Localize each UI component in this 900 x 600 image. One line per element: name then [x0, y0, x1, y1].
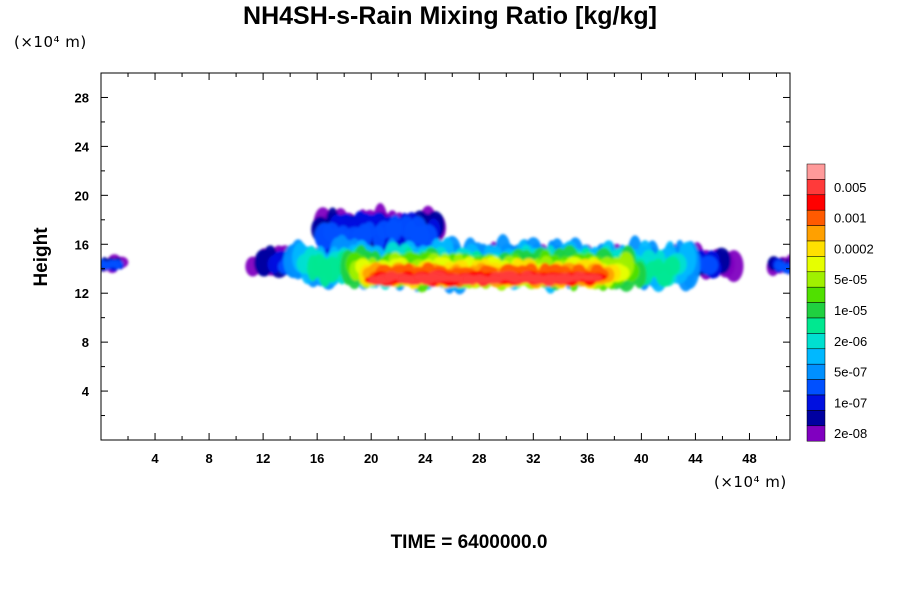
field-cell — [556, 273, 574, 284]
x-tick-label: 36 — [580, 451, 594, 466]
colorbar-swatch — [806, 379, 826, 396]
colorbar-label: 0.001 — [834, 211, 867, 226]
colorbar-swatch — [806, 333, 826, 350]
colorbar-swatch — [806, 425, 826, 442]
colorbar-swatch — [806, 179, 826, 196]
plot-frame — [100, 72, 791, 441]
colorbar-label: 1e-07 — [834, 395, 867, 410]
y-tick-label: 4 — [82, 384, 90, 399]
field-cell — [583, 273, 603, 281]
colorbar-swatch — [806, 225, 826, 242]
colorbar-swatch — [806, 394, 826, 411]
x-tick-label: 32 — [526, 451, 540, 466]
colorbar-swatch — [806, 256, 826, 273]
colorbar-swatch — [806, 286, 826, 303]
y-axis-unit: (×10⁴ m) — [14, 33, 87, 51]
time-label: TIME = 6400000.0 — [390, 532, 548, 553]
y-tick-label: 8 — [82, 335, 89, 350]
colorbar-swatch — [806, 410, 826, 427]
y-tick-label: 20 — [75, 188, 89, 203]
mixing-ratio-field — [101, 203, 790, 295]
field-cell — [663, 255, 681, 276]
field-cell — [617, 266, 630, 281]
x-tick-label: 48 — [742, 451, 756, 466]
field-cell — [781, 263, 790, 274]
chart-title: NH4SH-s-Rain Mixing Ratio [kg/kg] — [243, 2, 657, 30]
y-tick-label: 28 — [75, 90, 89, 105]
colorbar-label: 5e-07 — [834, 365, 867, 380]
y-axis: 4 8 12 16 20 24 28 — [75, 90, 790, 417]
colorbar-swatch — [806, 348, 826, 365]
colorbar-label: 2e-06 — [834, 334, 867, 349]
colorbar-label: 5e-05 — [834, 272, 867, 287]
colorbar-swatch — [806, 271, 826, 288]
colorbar-label: 2e-08 — [834, 426, 867, 441]
y-tick-label: 24 — [75, 139, 90, 154]
colorbar-label: 0.005 — [834, 180, 867, 195]
x-tick-label: 12 — [256, 451, 270, 466]
field-cell — [110, 259, 124, 268]
colorbar-swatch — [806, 302, 826, 319]
field-cell — [363, 221, 376, 239]
x-tick-label: 24 — [418, 451, 433, 466]
x-axis-unit: (×10⁴ m) — [714, 473, 787, 491]
x-axis: 4 8 12 16 20 24 28 32 36 40 44 48 — [127, 73, 777, 466]
colorbar: 0.005 0.001 0.0002 5e-05 1e-05 2e-06 5e-07 1e-0… — [806, 163, 874, 442]
x-tick-label: 20 — [364, 451, 378, 466]
x-tick-label: 40 — [634, 451, 648, 466]
field-cell — [699, 255, 719, 275]
field-cell — [388, 214, 402, 242]
colorbar-swatch — [806, 240, 826, 257]
x-tick-label: 16 — [310, 451, 324, 466]
x-tick-label: 44 — [688, 451, 703, 466]
colorbar-swatch — [806, 209, 826, 226]
x-tick-label: 28 — [472, 451, 486, 466]
colorbar-label: 1e-05 — [834, 303, 867, 318]
x-tick-label: 8 — [205, 451, 212, 466]
colorbar-swatch — [806, 317, 826, 334]
colorbar-swatch — [806, 163, 826, 180]
colorbar-swatch — [806, 363, 826, 380]
colorbar-swatch — [806, 194, 826, 211]
y-tick-label: 16 — [75, 237, 89, 252]
colorbar-label: 0.0002 — [834, 241, 874, 256]
y-tick-label: 12 — [75, 286, 89, 301]
x-tick-label: 4 — [151, 451, 159, 466]
